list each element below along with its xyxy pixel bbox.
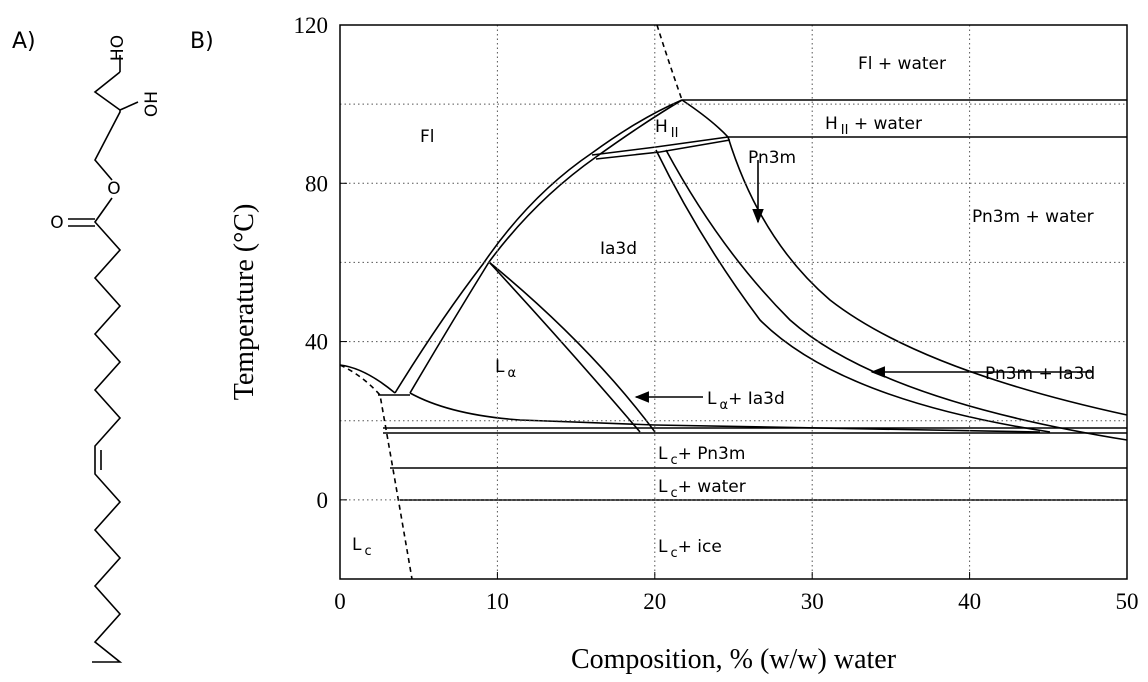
boundary: [488, 261, 656, 433]
subscript: c: [364, 544, 371, 559]
label-text: + ice: [678, 537, 722, 557]
atom: HO: [108, 35, 128, 61]
bond: [119, 101, 139, 111]
subscript: II: [671, 126, 679, 141]
chain: [92, 197, 123, 663]
region-label: Pn3m + Ia3d: [985, 364, 1095, 384]
atom: OH: [142, 91, 162, 117]
region-label: H II: [655, 117, 678, 141]
molecule: HO OH O O: [50, 35, 162, 663]
plot-frame: [339, 24, 1128, 580]
boundary: [409, 99, 683, 394]
region-label: Pn3m + water: [972, 207, 1094, 227]
y-tick-label: 120: [294, 13, 329, 38]
label-text: H: [655, 117, 668, 137]
boundary: [394, 99, 683, 394]
subscript: c: [670, 546, 677, 561]
label-text: L: [658, 537, 668, 557]
x-tick-label: 0: [334, 589, 346, 614]
label-text: Ia3d: [600, 239, 637, 259]
x-tick-label: 20: [643, 589, 666, 614]
region-label: H II + water: [825, 114, 922, 138]
boundary: [727, 136, 1128, 416]
boundary: [665, 149, 1128, 441]
label-text: + water: [678, 477, 746, 497]
atom: O: [50, 213, 63, 233]
label-text: Pn3m + water: [972, 207, 1094, 227]
label-text: L: [658, 444, 668, 464]
subscript: α: [507, 366, 516, 381]
y-axis-label: Temperature (°C): [229, 204, 260, 401]
subscript: c: [670, 486, 677, 501]
label-text: H: [825, 114, 838, 134]
phase-diagram: 0 10 20 30 40 50 0 40 80 120 Composition, % (w/w) …: [229, 13, 1139, 675]
label-text: L: [707, 389, 717, 409]
label-text: Pn3m: [748, 148, 796, 168]
y-tick-label: 0: [317, 488, 329, 513]
region-label: Pn3m: [748, 148, 796, 168]
boundary: [681, 99, 729, 138]
region-label: Fl + water: [858, 54, 946, 74]
subscript: α: [719, 398, 728, 413]
x-tick-label: 50: [1116, 589, 1139, 614]
x-axis-label: Composition, % (w/w) water: [571, 644, 897, 675]
label-text: + Ia3d: [728, 389, 785, 409]
region-label: Ia3d: [600, 239, 637, 259]
x-tick-label: 30: [801, 589, 824, 614]
label-text: Fl: [420, 127, 435, 147]
subscript: c: [670, 453, 677, 468]
boundary: [339, 364, 413, 580]
y-tick-label: 40: [305, 330, 328, 355]
boundary: [339, 364, 396, 394]
boundary: [656, 24, 683, 101]
label-text: L: [352, 535, 362, 555]
label-text: + Pn3m: [678, 444, 746, 464]
boundary: [655, 149, 1051, 433]
subscript: II: [841, 123, 849, 138]
x-tick-label: 40: [958, 589, 981, 614]
panel-label: A): [12, 29, 36, 54]
label-text: L: [658, 477, 668, 497]
label-text: L: [495, 357, 505, 377]
boundary: [595, 139, 731, 160]
boundary: [591, 136, 729, 156]
region-label: Fl: [420, 127, 435, 147]
bond: [93, 71, 121, 181]
panel-label: B): [190, 29, 214, 54]
boundary: [488, 261, 641, 433]
y-tick-label: 80: [305, 171, 328, 196]
label-text: Fl + water: [858, 54, 946, 74]
label-text: Pn3m + Ia3d: [985, 364, 1095, 384]
x-tick-label: 10: [486, 589, 509, 614]
boundary: [409, 392, 656, 426]
label-text: + water: [848, 114, 922, 134]
atom: O: [107, 179, 120, 199]
